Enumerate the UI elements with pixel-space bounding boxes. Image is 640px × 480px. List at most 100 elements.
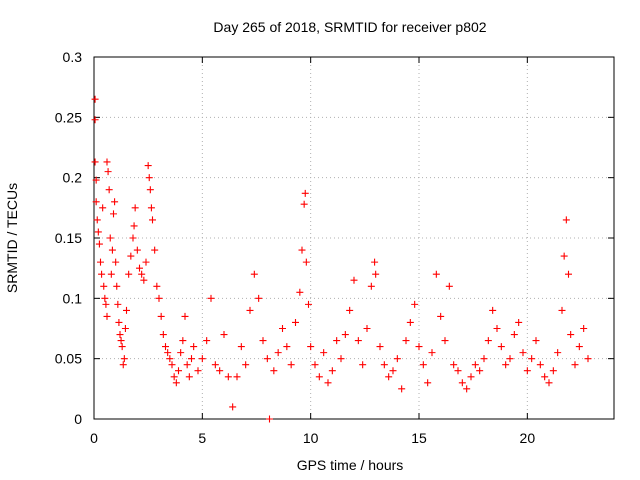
data-point bbox=[324, 379, 332, 387]
data-point bbox=[571, 361, 579, 369]
x-tick-label: 20 bbox=[520, 430, 536, 446]
y-axis-label: SRMTID / TECUs bbox=[4, 183, 20, 293]
data-point bbox=[190, 343, 198, 351]
data-point bbox=[354, 337, 362, 345]
data-point bbox=[506, 355, 514, 363]
data-point bbox=[502, 361, 510, 369]
data-point bbox=[91, 116, 99, 124]
data-point bbox=[101, 294, 109, 302]
data-point bbox=[142, 258, 150, 266]
data-point bbox=[536, 361, 544, 369]
data-point bbox=[528, 355, 536, 363]
y-tick-label: 0.15 bbox=[55, 230, 82, 246]
data-point bbox=[389, 367, 397, 375]
data-point bbox=[424, 379, 432, 387]
data-point bbox=[441, 337, 449, 345]
data-point bbox=[140, 276, 148, 284]
data-point bbox=[120, 355, 128, 363]
data-point bbox=[320, 349, 328, 357]
data-point bbox=[95, 240, 103, 248]
data-point bbox=[328, 367, 336, 375]
data-point bbox=[98, 270, 106, 278]
data-point bbox=[119, 361, 127, 369]
data-point bbox=[350, 276, 358, 284]
y-tick-label: 0.3 bbox=[63, 49, 83, 65]
data-point bbox=[123, 306, 130, 314]
data-point bbox=[117, 337, 125, 345]
data-point bbox=[467, 373, 475, 381]
data-point bbox=[428, 349, 436, 357]
data-point bbox=[315, 373, 323, 381]
data-point bbox=[302, 258, 310, 266]
data-point bbox=[385, 373, 393, 381]
data-point bbox=[198, 355, 206, 363]
data-point bbox=[554, 349, 562, 357]
data-point bbox=[103, 158, 111, 166]
data-point bbox=[233, 373, 241, 381]
data-point bbox=[541, 373, 549, 381]
data-point bbox=[450, 361, 458, 369]
data-point bbox=[415, 343, 423, 351]
data-point bbox=[580, 325, 588, 332]
data-point bbox=[104, 168, 112, 176]
data-point bbox=[242, 361, 250, 369]
data-point bbox=[274, 349, 282, 357]
data-point bbox=[220, 331, 228, 339]
data-point bbox=[110, 210, 117, 218]
data-point bbox=[170, 373, 178, 381]
data-point bbox=[398, 385, 406, 393]
data-point bbox=[246, 306, 254, 314]
data-point bbox=[121, 325, 129, 332]
data-point bbox=[131, 204, 139, 212]
data-point bbox=[567, 331, 575, 339]
data-point bbox=[216, 367, 224, 375]
data-point bbox=[153, 282, 161, 290]
y-tick-label: 0.25 bbox=[55, 109, 82, 125]
data-point bbox=[224, 373, 232, 381]
data-point bbox=[279, 325, 286, 332]
data-point bbox=[584, 355, 592, 363]
data-point bbox=[575, 343, 583, 351]
data-point bbox=[445, 282, 453, 290]
data-point bbox=[367, 282, 375, 290]
data-point bbox=[164, 349, 172, 357]
data-point bbox=[346, 306, 354, 314]
data-point bbox=[145, 174, 153, 182]
data-point bbox=[181, 312, 189, 320]
data-point bbox=[107, 270, 115, 278]
data-point bbox=[172, 379, 180, 387]
data-point bbox=[432, 270, 440, 278]
data-point bbox=[194, 367, 202, 375]
data-point bbox=[168, 361, 176, 369]
x-axis-ticks: 0 5 10 15 20 bbox=[90, 57, 535, 446]
data-point bbox=[93, 216, 101, 224]
data-point bbox=[211, 361, 219, 369]
data-point bbox=[307, 343, 315, 351]
data-point bbox=[363, 325, 371, 332]
data-point bbox=[558, 306, 566, 314]
data-point bbox=[159, 331, 167, 339]
data-point bbox=[175, 367, 182, 375]
x-tick-label: 10 bbox=[303, 430, 319, 446]
data-point bbox=[545, 379, 553, 387]
data-point bbox=[250, 270, 258, 278]
data-point bbox=[549, 367, 557, 375]
data-point bbox=[493, 325, 501, 332]
data-point bbox=[263, 355, 271, 363]
data-point bbox=[105, 186, 113, 194]
data-point bbox=[298, 246, 306, 254]
data-point bbox=[179, 337, 187, 345]
data-point bbox=[147, 204, 155, 212]
data-point bbox=[476, 367, 484, 375]
data-point bbox=[406, 318, 414, 326]
data-point bbox=[149, 216, 156, 224]
data-point bbox=[127, 252, 135, 260]
data-point bbox=[111, 198, 119, 206]
data-point bbox=[114, 300, 122, 308]
data-point bbox=[91, 95, 99, 103]
data-point bbox=[92, 198, 100, 206]
data-point bbox=[116, 331, 124, 339]
data-point bbox=[259, 337, 267, 345]
data-point bbox=[359, 361, 367, 369]
data-point bbox=[341, 331, 349, 339]
